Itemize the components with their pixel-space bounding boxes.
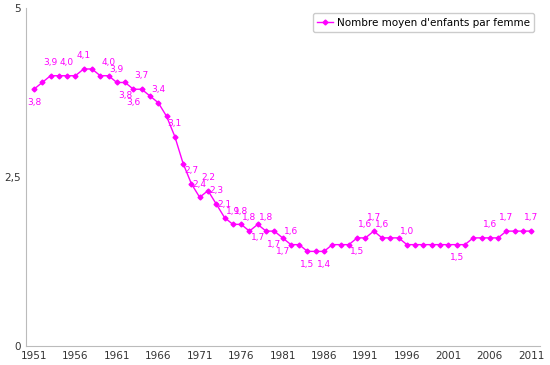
Text: 3,4: 3,4: [151, 85, 166, 94]
Text: 2,7: 2,7: [184, 166, 199, 175]
Nombre moyen d'enfants par femme: [80, 67, 87, 71]
Nombre moyen d'enfants par femme: [478, 236, 485, 240]
Text: 1,5: 1,5: [350, 247, 364, 255]
Text: 1,6: 1,6: [359, 220, 372, 229]
Text: 1,9: 1,9: [226, 207, 240, 216]
Nombre moyen d'enfants par femme: [31, 87, 37, 91]
Text: 1,7: 1,7: [267, 240, 282, 249]
Text: 3,9: 3,9: [109, 65, 124, 74]
Nombre moyen d'enfants par femme: [139, 87, 145, 91]
Text: 1,8: 1,8: [259, 213, 273, 222]
Nombre moyen d'enfants par femme: [155, 101, 162, 105]
Nombre moyen d'enfants par femme: [312, 249, 319, 254]
Text: 1,6: 1,6: [483, 220, 497, 229]
Text: 1,5: 1,5: [300, 260, 315, 269]
Text: 2,2: 2,2: [201, 173, 215, 182]
Text: 3,7: 3,7: [135, 72, 149, 80]
Text: 3,8: 3,8: [27, 98, 41, 107]
Text: 1,8: 1,8: [243, 213, 256, 222]
Text: 4,1: 4,1: [76, 51, 91, 60]
Text: 1,7: 1,7: [499, 213, 514, 222]
Legend: Nombre moyen d'enfants par femme: Nombre moyen d'enfants par femme: [313, 14, 534, 32]
Text: 3,8: 3,8: [118, 91, 132, 100]
Text: 3,1: 3,1: [168, 119, 182, 128]
Text: 1,5: 1,5: [449, 253, 464, 262]
Text: 3,6: 3,6: [126, 98, 140, 107]
Text: 2,4: 2,4: [192, 180, 207, 189]
Text: 2,1: 2,1: [217, 200, 232, 209]
Nombre moyen d'enfants par femme: [213, 202, 219, 206]
Nombre moyen d'enfants par femme: [528, 229, 535, 233]
Text: 1,7: 1,7: [367, 213, 381, 222]
Text: 1,8: 1,8: [234, 207, 248, 216]
Text: 1,7: 1,7: [524, 213, 538, 222]
Line: Nombre moyen d'enfants par femme: Nombre moyen d'enfants par femme: [32, 67, 533, 253]
Text: 1,7: 1,7: [276, 247, 290, 255]
Text: 4,0: 4,0: [101, 58, 116, 67]
Text: 1,4: 1,4: [317, 260, 331, 269]
Text: 2,3: 2,3: [209, 186, 223, 195]
Text: 4,0: 4,0: [60, 58, 74, 67]
Text: 3,9: 3,9: [43, 58, 58, 67]
Text: 1,6: 1,6: [375, 220, 389, 229]
Text: 1,6: 1,6: [284, 227, 298, 236]
Nombre moyen d'enfants par femme: [345, 242, 352, 247]
Nombre moyen d'enfants par femme: [304, 249, 311, 254]
Text: 1,7: 1,7: [251, 233, 265, 242]
Text: 1,0: 1,0: [400, 227, 414, 236]
